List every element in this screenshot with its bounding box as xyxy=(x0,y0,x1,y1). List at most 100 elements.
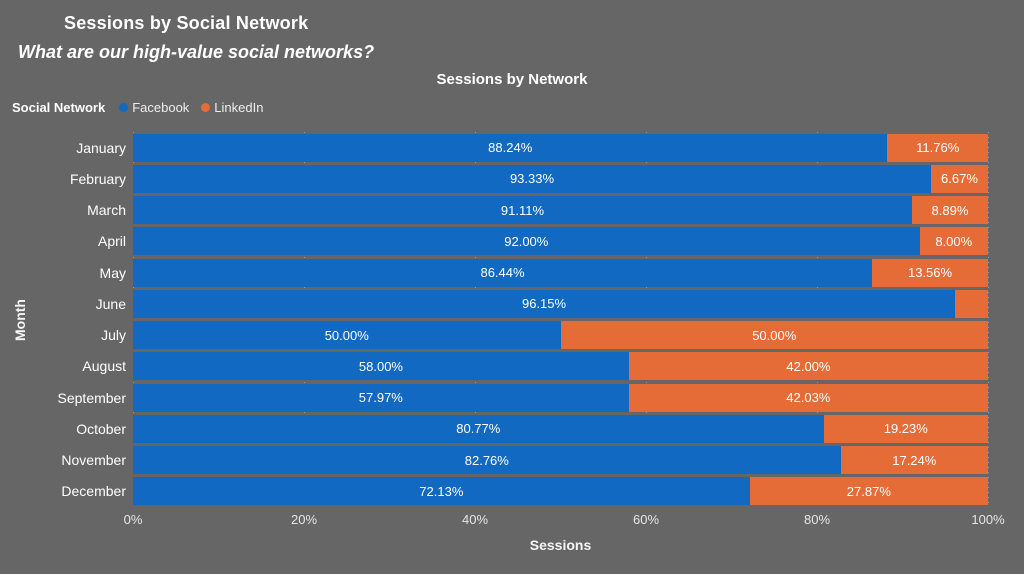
data-label: 91.11% xyxy=(500,202,545,218)
x-tick-40%: 40% xyxy=(461,512,489,527)
legend-label: Facebook xyxy=(132,100,190,115)
legend-item-facebook[interactable]: Facebook xyxy=(119,100,189,115)
data-label: 92.00% xyxy=(504,233,549,249)
data-label: 11.76% xyxy=(916,140,960,156)
bar-segment-linkedin-january[interactable]: 11.76% xyxy=(887,133,988,162)
data-label: 86.44% xyxy=(480,265,525,281)
gridline-100% xyxy=(988,132,989,507)
chart-title: Sessions by Network xyxy=(436,71,588,88)
bar-segment-linkedin-november[interactable]: 17.24% xyxy=(840,446,988,475)
y-label-october: October xyxy=(76,420,126,437)
bar-row-april: 92.00% 8.00% xyxy=(133,226,988,257)
y-label-february: February xyxy=(69,170,126,187)
gridline-20% xyxy=(304,132,305,507)
bar-segment-facebook-december[interactable]: 72.13% xyxy=(133,477,750,506)
legend-title: Social Network xyxy=(12,100,106,115)
bar-row-february: 93.33% 6.67% xyxy=(133,163,988,194)
stacked-bar-april: 92.00% 8.00% xyxy=(133,227,988,256)
stacked-bar-june: 96.15% xyxy=(133,289,988,318)
bar-segment-linkedin-may[interactable]: 13.56% xyxy=(872,258,988,287)
data-label: 42.00% xyxy=(786,358,831,374)
stacked-bar-august: 58.00% 42.00% xyxy=(133,352,988,381)
bar-segment-linkedin-october[interactable]: 19.23% xyxy=(823,414,988,443)
data-label: 93.33% xyxy=(509,171,555,187)
y-label-september: September xyxy=(57,389,126,406)
data-label: 13.56% xyxy=(907,265,953,281)
bar-row-december: 72.13% 27.87% xyxy=(133,476,988,507)
data-label: 8.00% xyxy=(935,233,973,249)
gridline-80% xyxy=(817,132,818,507)
data-label: 27.87% xyxy=(846,483,891,499)
gridline-40% xyxy=(475,132,476,507)
bar-row-march: 91.11% 8.89% xyxy=(133,195,988,226)
stacked-bar-february: 93.33% 6.67% xyxy=(133,164,988,193)
bar-segment-linkedin-june[interactable] xyxy=(955,289,988,318)
y-label-november: November xyxy=(61,452,126,469)
y-label-june: June xyxy=(95,295,126,312)
y-label-january: January xyxy=(76,139,126,156)
legend: Social Network Facebook LinkedIn xyxy=(12,100,263,115)
bar-segment-facebook-may[interactable]: 86.44% xyxy=(133,258,873,287)
x-tick-20%: 20% xyxy=(290,512,318,527)
data-label: 72.13% xyxy=(419,483,464,499)
data-label: 17.24% xyxy=(892,452,937,468)
y-label-december: December xyxy=(61,483,126,500)
bar-segment-facebook-april[interactable]: 92.00% xyxy=(133,227,920,256)
x-tick-80%: 80% xyxy=(803,512,831,527)
bar-segment-facebook-june[interactable]: 96.15% xyxy=(133,289,956,318)
legend-dot-linkedin xyxy=(201,103,211,112)
bar-row-august: 58.00% 42.00% xyxy=(133,351,988,382)
bar-segment-linkedin-july[interactable]: 50.00% xyxy=(560,321,988,350)
data-label: 19.23% xyxy=(883,421,928,437)
plot-rows: 88.24% 11.76% 93.33% 6.67% 91.11% 8.89% 92.00%… xyxy=(133,132,988,507)
data-label: 50.00% xyxy=(752,327,797,343)
bar-segment-facebook-november[interactable]: 82.76% xyxy=(133,446,841,475)
legend-item-linkedin[interactable]: LinkedIn xyxy=(201,100,263,115)
bar-segment-facebook-january[interactable]: 88.24% xyxy=(133,133,888,162)
legend-dot-facebook xyxy=(119,103,129,112)
y-label-july: July xyxy=(101,327,126,344)
stacked-bar-september: 57.97% 42.03% xyxy=(133,383,988,412)
data-label: 50.00% xyxy=(324,327,369,343)
data-label: 80.77% xyxy=(456,421,501,437)
bar-segment-linkedin-august[interactable]: 42.00% xyxy=(628,352,988,381)
bar-segment-facebook-august[interactable]: 58.00% xyxy=(133,352,629,381)
bar-segment-linkedin-february[interactable]: 6.67% xyxy=(930,164,988,193)
y-label-august: August xyxy=(82,358,126,375)
stacked-bar-november: 82.76% 17.24% xyxy=(133,446,988,475)
bar-segment-facebook-february[interactable]: 93.33% xyxy=(133,164,931,193)
plot-area: 88.24% 11.76% 93.33% 6.67% 91.11% 8.89% 92.00%… xyxy=(133,132,989,507)
y-label-april: April xyxy=(97,233,126,250)
stacked-bar-july: 50.00% 50.00% xyxy=(133,321,988,350)
y-axis-labels: January February March April May June July Augu… xyxy=(0,132,126,507)
x-axis-title: Sessions xyxy=(529,537,592,553)
bar-row-may: 86.44% 13.56% xyxy=(133,257,988,288)
data-label: 82.76% xyxy=(464,452,509,468)
data-label: 42.03% xyxy=(786,390,831,406)
bar-segment-linkedin-march[interactable]: 8.89% xyxy=(911,196,988,225)
y-label-march: March xyxy=(87,202,126,219)
x-tick-100%: 100% xyxy=(971,512,1005,527)
bar-segment-linkedin-april[interactable]: 8.00% xyxy=(919,227,988,256)
data-label: 58.00% xyxy=(358,358,403,374)
report-title: Sessions by Social Network xyxy=(64,13,309,33)
bar-segment-facebook-march[interactable]: 91.11% xyxy=(133,196,912,225)
bar-row-september: 57.97% 42.03% xyxy=(133,382,988,413)
bar-segment-facebook-july[interactable]: 50.00% xyxy=(133,321,561,350)
bar-row-november: 82.76% 17.24% xyxy=(133,445,988,476)
bar-segment-linkedin-september[interactable]: 42.03% xyxy=(628,383,988,412)
legend-items: Facebook LinkedIn xyxy=(119,100,263,115)
stacked-bar-january: 88.24% 11.76% xyxy=(133,133,988,162)
data-label: 96.15% xyxy=(521,296,567,312)
data-label: 8.89% xyxy=(931,202,969,218)
data-label: 57.97% xyxy=(358,390,403,406)
bar-segment-facebook-september[interactable]: 57.97% xyxy=(133,383,629,412)
legend-label: LinkedIn xyxy=(214,100,264,115)
y-label-may: May xyxy=(99,264,126,281)
stacked-bar-december: 72.13% 27.87% xyxy=(133,477,988,506)
bar-segment-facebook-october[interactable]: 80.77% xyxy=(133,414,824,443)
bar-segment-linkedin-december[interactable]: 27.87% xyxy=(749,477,988,506)
x-axis-ticks: 0% 20% 40% 60% 80% 100% xyxy=(124,512,1005,530)
gridline-0% xyxy=(133,132,134,507)
